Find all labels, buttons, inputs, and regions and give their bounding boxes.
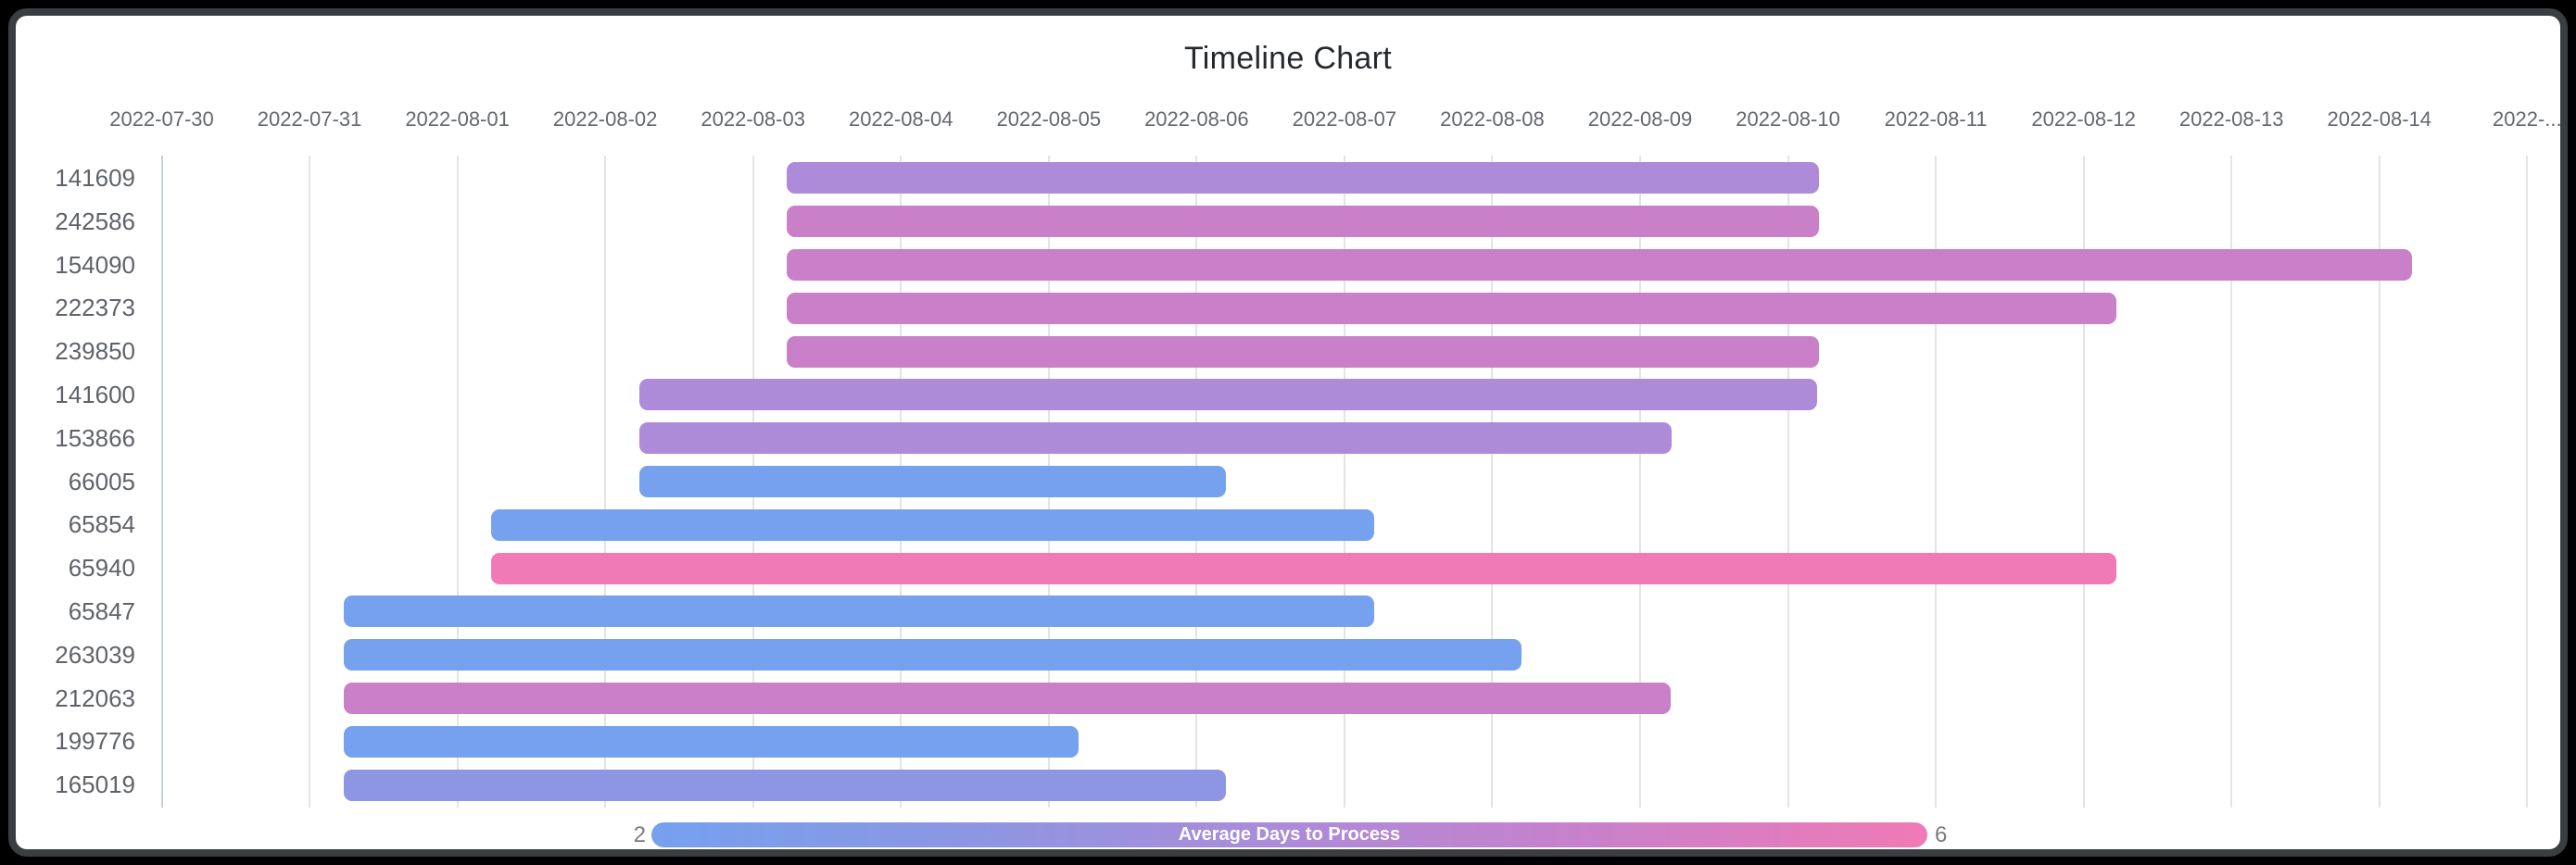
- x-tick-label: 2022-08-01: [405, 107, 510, 131]
- row-label: 165019: [55, 771, 135, 799]
- row-label: 154090: [55, 250, 135, 279]
- timeline-bar[interactable]: [787, 206, 1820, 238]
- gridline: [1787, 156, 1789, 808]
- gridline: [1935, 156, 1938, 808]
- x-tick-label: 2022-07-31: [257, 107, 362, 131]
- x-tick-label: 2022-08-08: [1440, 107, 1545, 131]
- timeline-bar[interactable]: [343, 725, 1079, 758]
- x-tick-label: 2022-08-09: [1587, 107, 1693, 131]
- row-label: 65847: [68, 597, 135, 625]
- chart-title: Timeline Chart: [1183, 41, 1392, 76]
- x-tick-label: 2022-08-11: [1884, 107, 1988, 131]
- gridline: [2230, 156, 2233, 808]
- x-tick-label: 2022-08-10: [1736, 107, 1840, 131]
- gridline: [1491, 156, 1494, 808]
- timeline-bar[interactable]: [343, 683, 1672, 714]
- row-label: 199776: [55, 727, 135, 756]
- x-tick-label: 2022-08-13: [2178, 107, 2284, 131]
- x-tick-label: 2022-08-14: [2327, 107, 2432, 131]
- gridline: [309, 156, 311, 808]
- timeline-bar[interactable]: [491, 508, 1374, 541]
- gridline: [1343, 156, 1345, 808]
- timeline-bar[interactable]: [343, 769, 1227, 801]
- legend-gradient-bar: Average Days to Process: [651, 822, 1927, 847]
- x-tick-label: 2022-08-06: [1144, 107, 1249, 131]
- timeline-bar[interactable]: [638, 379, 1818, 411]
- x-tick-label: 2022-...: [2492, 107, 2562, 131]
- row-label: 66005: [68, 467, 135, 495]
- row-label: 153866: [55, 423, 135, 452]
- timeline-bar[interactable]: [638, 466, 1227, 497]
- x-tick-label: 2022-08-07: [1292, 107, 1397, 131]
- gridline: [2526, 156, 2529, 808]
- row-label: 222373: [55, 294, 135, 322]
- gridline: [2378, 156, 2380, 808]
- row-label: 141600: [55, 381, 135, 408]
- gridline: [160, 156, 163, 808]
- gridline: [1639, 156, 1641, 808]
- row-label: 65854: [68, 510, 135, 539]
- timeline-bar[interactable]: [491, 552, 2116, 584]
- timeline-bar[interactable]: [638, 422, 1672, 455]
- legend-min-label: 2: [633, 822, 646, 847]
- row-label: 141609: [55, 164, 135, 192]
- x-tick-label: 2022-08-12: [2031, 107, 2136, 131]
- x-tick-label: 2022-08-05: [996, 107, 1102, 131]
- legend-max-label: 6: [1935, 822, 1948, 847]
- timeline-bar[interactable]: [343, 595, 1374, 628]
- timeline-bar[interactable]: [343, 639, 1522, 671]
- gridline: [2082, 156, 2085, 808]
- x-tick-label: 2022-07-30: [109, 107, 214, 131]
- gridline: [604, 156, 607, 808]
- timeline-bar[interactable]: [787, 335, 1820, 368]
- row-label: 212063: [55, 683, 135, 712]
- row-label: 239850: [55, 337, 135, 366]
- gridline: [456, 156, 459, 808]
- row-label: 65940: [68, 554, 135, 583]
- row-label: 263039: [55, 640, 135, 669]
- legend-title: Average Days to Process: [1178, 824, 1401, 845]
- x-tick-label: 2022-08-03: [701, 107, 805, 131]
- timeline-bar[interactable]: [787, 162, 1820, 194]
- x-tick-label: 2022-08-02: [552, 107, 658, 131]
- timeline-bar[interactable]: [787, 292, 2116, 324]
- row-label: 242586: [55, 207, 135, 235]
- timeline-bar[interactable]: [787, 249, 2412, 281]
- x-tick-label: 2022-08-04: [848, 107, 953, 131]
